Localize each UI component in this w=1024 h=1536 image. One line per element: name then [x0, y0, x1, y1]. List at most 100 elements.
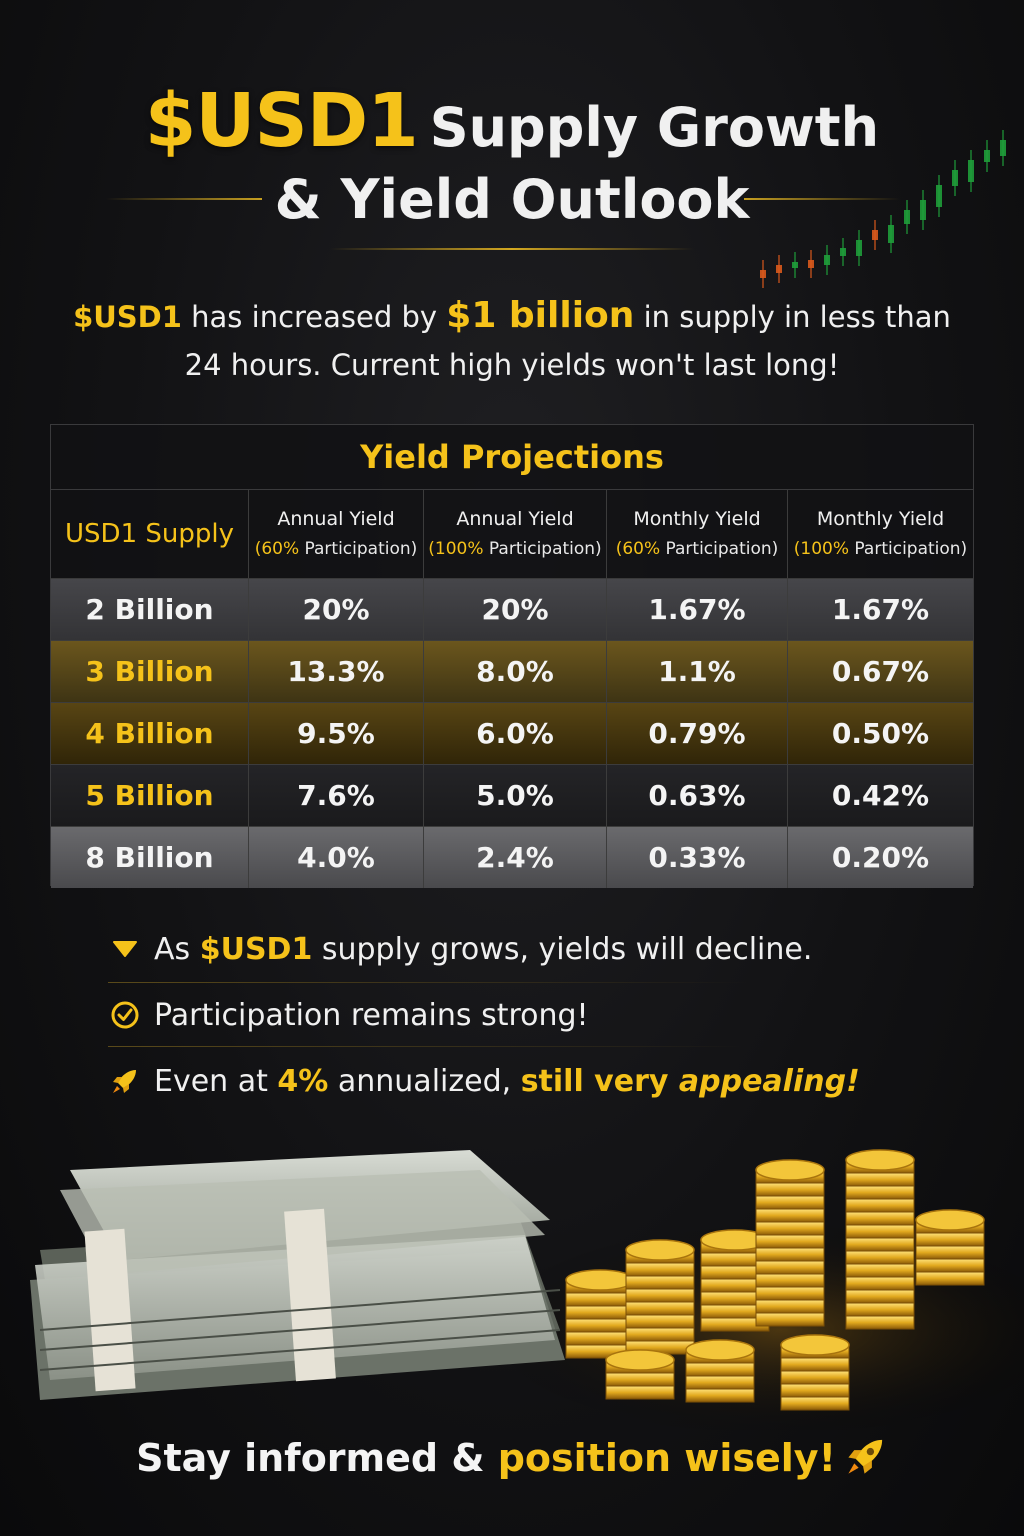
- monthly-60-cell: 0.33%: [607, 827, 788, 888]
- supply-cell: 5 Billion: [51, 765, 249, 826]
- annual-100-cell: 5.0%: [424, 765, 607, 826]
- coin-top: [845, 1149, 915, 1171]
- header-pct: (60%: [254, 539, 300, 559]
- table-row: 2 Billion 20% 20% 1.67% 1.67%: [51, 579, 973, 641]
- monthly-100-cell: 0.50%: [831, 717, 930, 750]
- bullet-post: supply grows, yields will decline.: [312, 931, 813, 967]
- coin-edge: [755, 1234, 825, 1249]
- candle-body: [936, 185, 942, 207]
- coin-edge: [605, 1372, 675, 1387]
- coin-edge: [685, 1375, 755, 1390]
- coin-edge: [845, 1172, 915, 1187]
- bullet-text: Participation remains strong!: [154, 997, 589, 1033]
- annual-100-cell: 6.0%: [424, 703, 607, 764]
- coin-top: [780, 1334, 850, 1356]
- candle-body: [776, 265, 782, 273]
- coin-edge: [780, 1383, 850, 1398]
- title-text: Supply Growth: [429, 96, 880, 159]
- coin-edge: [845, 1276, 915, 1291]
- header-label: Annual Yield: [456, 508, 574, 530]
- bullet-italic: appealing!: [678, 1063, 860, 1099]
- coin-top: [565, 1269, 635, 1291]
- coin-edge: [755, 1221, 825, 1236]
- divider: [108, 1046, 748, 1047]
- coin-edge: [625, 1288, 695, 1303]
- coin-edge: [845, 1263, 915, 1278]
- coin-top: [625, 1239, 695, 1261]
- bullet-bold: 4%: [277, 1063, 329, 1099]
- header-sub: Participation): [849, 539, 968, 559]
- table-row: 5 Billion 7.6% 5.0% 0.63% 0.42%: [51, 765, 973, 827]
- coin-edge: [780, 1357, 850, 1372]
- table-title: Yield Projections: [51, 425, 973, 490]
- coin-edge: [605, 1385, 675, 1400]
- coin-edge: [755, 1260, 825, 1275]
- title-rule-left: [106, 198, 262, 200]
- annual-100-cell: 20%: [424, 579, 607, 640]
- header-pct: (60%: [615, 539, 661, 559]
- coin-edge: [845, 1289, 915, 1304]
- bullet-pre: As: [154, 931, 200, 967]
- coin-edge: [565, 1331, 635, 1346]
- gold-coin-stacks: [565, 1149, 985, 1411]
- triangle-down-icon: [108, 932, 142, 966]
- candle-body: [1000, 140, 1006, 156]
- bullet-yields-decline: As $USD1 supply grows, yields will decli…: [108, 924, 968, 974]
- candle-body: [872, 230, 878, 240]
- table-header-row: USD1 Supply Annual Yield (60% Participat…: [51, 490, 973, 579]
- annual-100-cell: 8.0%: [424, 641, 607, 702]
- table-row: 3 Billion 13.3% 8.0% 1.1% 0.67%: [51, 641, 973, 703]
- coin-edge: [845, 1224, 915, 1239]
- bullet-bold-2: still very: [520, 1063, 679, 1099]
- footer-white: Stay informed &: [136, 1436, 498, 1480]
- coin-edge: [845, 1315, 915, 1330]
- bullet-appealing: Even at 4% annualized, still very appeal…: [108, 1056, 968, 1106]
- header-pct: (100%: [428, 539, 484, 559]
- candle-body: [840, 248, 846, 256]
- supply-cell: 8 Billion: [51, 827, 249, 888]
- cash-stack: [30, 1150, 565, 1400]
- coin-edge: [625, 1327, 695, 1342]
- title-rule-right: [744, 198, 900, 200]
- coin-edge: [685, 1388, 755, 1403]
- header-sub: Participation): [299, 539, 418, 559]
- coin-edge: [780, 1370, 850, 1385]
- yield-projections-table: Yield Projections USD1 Supply Annual Yie…: [50, 424, 974, 888]
- candle-body: [984, 150, 990, 162]
- header-monthly-60: Monthly Yield (60% Participation): [607, 490, 788, 578]
- coin-edge: [915, 1258, 985, 1273]
- annual-60-cell: 20%: [249, 579, 424, 640]
- coin-top: [685, 1339, 755, 1361]
- bullet-bold: $USD1: [199, 931, 313, 967]
- coin-edge: [755, 1195, 825, 1210]
- table-row: 4 Billion 9.5% 6.0% 0.79% 0.50%: [51, 703, 973, 765]
- monthly-60-cell: 1.1%: [607, 641, 788, 702]
- coin-edge: [915, 1232, 985, 1247]
- header-label: Annual Yield: [277, 508, 395, 530]
- coin-edge: [625, 1262, 695, 1277]
- coin-edge: [845, 1185, 915, 1200]
- monthly-60-cell: 1.67%: [607, 579, 788, 640]
- coin-edge: [845, 1250, 915, 1265]
- title-underline: [330, 248, 694, 250]
- page-subtitle: & Yield Outlook: [274, 168, 750, 231]
- candle-body: [888, 225, 894, 243]
- monthly-100-cell: 0.20%: [831, 841, 930, 874]
- annual-60-cell: 4.0%: [249, 827, 424, 888]
- table-row: 8 Billion 4.0% 2.4% 0.33% 0.20%: [51, 827, 973, 888]
- divider: [108, 982, 748, 983]
- coin-edge: [685, 1362, 755, 1377]
- coin-top: [915, 1209, 985, 1231]
- annual-100-cell: 2.4%: [424, 827, 607, 888]
- supply-cell: 2 Billion: [51, 579, 249, 640]
- footer-gold: position wisely!: [497, 1436, 836, 1480]
- candle-body: [808, 260, 814, 268]
- coin-edge: [755, 1182, 825, 1197]
- annual-60-cell: 7.6%: [249, 765, 424, 826]
- page-title: $USD1 Supply Growth: [0, 78, 1024, 164]
- coin-edge: [565, 1292, 635, 1307]
- candle-body: [760, 270, 766, 278]
- header-annual-100: Annual Yield (100% Participation): [424, 490, 607, 578]
- monthly-100-cell: 1.67%: [831, 593, 930, 626]
- cash-and-coins-illustration: [30, 1149, 1024, 1430]
